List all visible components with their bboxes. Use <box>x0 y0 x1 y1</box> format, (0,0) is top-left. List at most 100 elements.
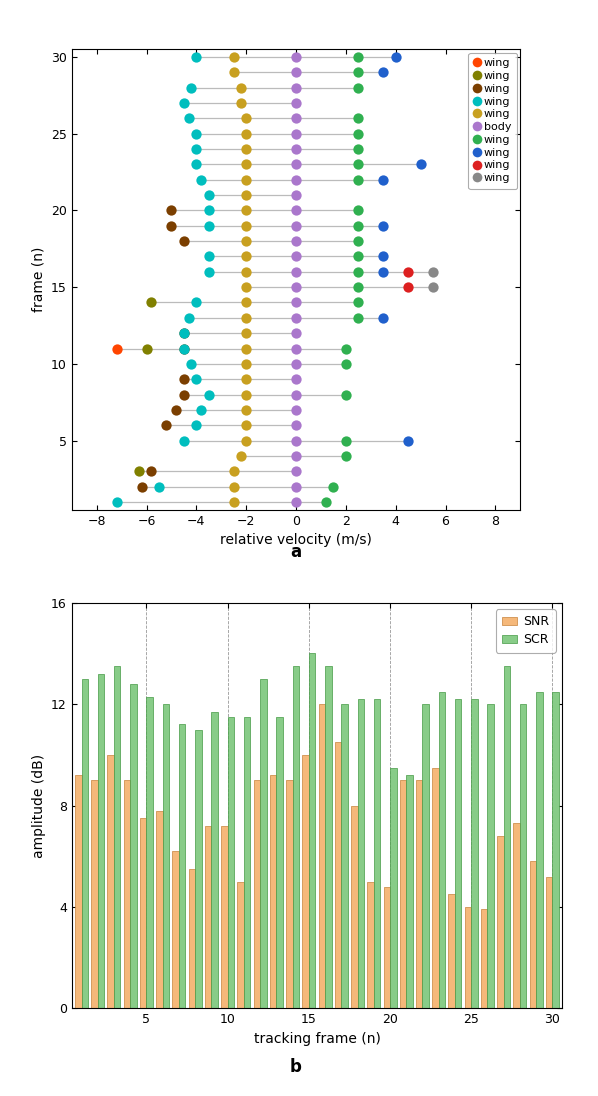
Point <box>242 294 251 311</box>
X-axis label: relative velocity (m/s): relative velocity (m/s) <box>220 533 372 547</box>
Bar <box>97 674 104 1008</box>
Bar <box>124 780 130 1008</box>
Point <box>242 386 251 403</box>
Point <box>291 217 301 235</box>
Point <box>353 156 363 173</box>
Point <box>353 110 363 127</box>
Point <box>179 386 189 403</box>
Point <box>353 232 363 250</box>
Point <box>428 278 438 296</box>
Point <box>229 493 239 511</box>
Text: a: a <box>291 543 301 560</box>
Point <box>172 401 181 419</box>
Point <box>341 432 350 449</box>
Bar <box>228 717 234 1008</box>
Point <box>236 447 246 465</box>
Bar <box>163 705 169 1008</box>
Point <box>353 217 363 235</box>
Bar <box>514 823 520 1008</box>
Point <box>242 232 251 250</box>
Bar <box>188 869 195 1008</box>
Point <box>197 171 206 189</box>
Bar <box>374 699 380 1008</box>
Point <box>353 248 363 265</box>
Bar <box>172 852 179 1008</box>
Point <box>179 324 189 342</box>
Bar <box>179 724 185 1008</box>
Bar <box>455 699 462 1008</box>
Point <box>242 416 251 434</box>
Point <box>242 186 251 204</box>
Point <box>229 48 239 66</box>
Point <box>147 294 156 311</box>
Bar <box>399 780 406 1008</box>
Point <box>242 324 251 342</box>
Point <box>229 478 239 495</box>
Point <box>341 447 350 465</box>
Bar <box>520 705 526 1008</box>
Point <box>187 355 196 373</box>
Bar <box>292 666 299 1008</box>
Point <box>204 186 213 204</box>
Bar <box>358 699 364 1008</box>
Bar <box>448 894 455 1008</box>
Point <box>291 401 301 419</box>
Bar <box>303 755 309 1008</box>
Point <box>291 110 301 127</box>
Bar <box>237 881 244 1008</box>
Bar <box>351 806 358 1008</box>
Point <box>379 309 388 327</box>
Bar <box>553 692 559 1008</box>
Bar <box>75 775 81 1008</box>
Point <box>197 401 206 419</box>
Point <box>179 232 189 250</box>
Point <box>353 278 363 296</box>
Point <box>242 140 251 158</box>
Point <box>341 355 350 373</box>
Bar <box>319 705 325 1008</box>
Bar <box>309 653 315 1008</box>
Text: b: b <box>290 1058 302 1075</box>
Point <box>204 202 213 219</box>
Point <box>291 493 301 511</box>
Bar <box>254 780 260 1008</box>
Point <box>403 263 413 281</box>
Point <box>291 386 301 403</box>
Point <box>428 263 438 281</box>
Bar <box>108 755 114 1008</box>
Point <box>236 94 246 112</box>
Point <box>291 294 301 311</box>
Point <box>204 386 213 403</box>
Bar <box>130 684 137 1008</box>
Point <box>242 125 251 142</box>
Bar <box>390 767 396 1008</box>
Point <box>353 171 363 189</box>
Bar <box>530 861 536 1008</box>
Point <box>242 432 251 449</box>
Point <box>329 478 338 495</box>
Point <box>353 64 363 81</box>
Point <box>242 370 251 388</box>
Point <box>204 263 213 281</box>
Bar <box>497 836 504 1008</box>
Bar <box>465 907 471 1008</box>
Bar <box>325 666 331 1008</box>
Point <box>291 232 301 250</box>
Point <box>179 94 189 112</box>
Point <box>291 140 301 158</box>
Point <box>167 202 176 219</box>
Point <box>242 248 251 265</box>
Bar <box>487 705 494 1008</box>
Point <box>142 340 151 357</box>
Bar <box>367 881 374 1008</box>
Point <box>353 48 363 66</box>
Point <box>112 340 121 357</box>
Point <box>184 110 194 127</box>
Bar <box>114 666 120 1008</box>
Point <box>191 416 201 434</box>
Y-axis label: frame (n): frame (n) <box>32 247 45 312</box>
Bar <box>91 780 97 1008</box>
Point <box>291 94 301 112</box>
Point <box>321 493 331 511</box>
Point <box>353 309 363 327</box>
